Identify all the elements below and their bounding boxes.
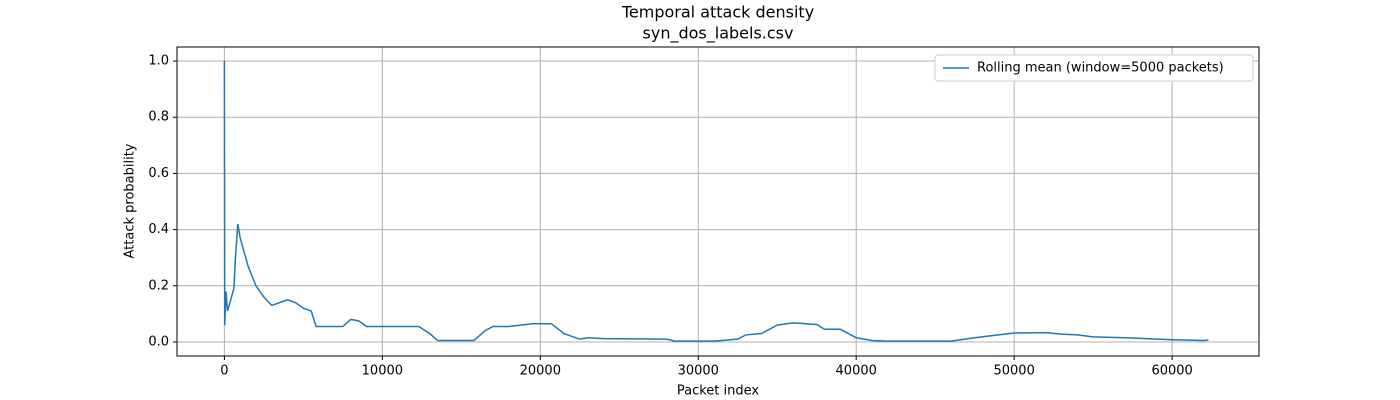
legend-label: Rolling mean (window=5000 packets): [977, 61, 1224, 76]
legend-box: [934, 54, 1254, 82]
plot-frame: [176, 46, 1260, 357]
y-tick-label: 0.8: [148, 110, 169, 125]
y-tick-label: 1.0: [148, 54, 169, 69]
y-tick-label: 0.4: [148, 222, 169, 237]
y-tick-label: 0.0: [148, 334, 169, 349]
y-tick-label: 0.2: [148, 278, 169, 293]
y-tick-label: 0.6: [148, 166, 169, 181]
x-tick-label: 60000: [1151, 364, 1192, 379]
chart-subtitle: syn_dos_labels.csv: [643, 24, 794, 44]
x-tick-label: 10000: [362, 364, 403, 379]
x-tick-label: 20000: [520, 364, 561, 379]
data-line: [223, 61, 1209, 342]
x-axis-label: Packet index: [677, 384, 760, 399]
y-axis-label: Attack probability: [123, 143, 138, 258]
x-tick-label: 30000: [678, 364, 719, 379]
chart-title: Temporal attack density: [621, 3, 814, 22]
x-tick-label: 40000: [836, 364, 877, 379]
x-tick-label: 50000: [993, 364, 1034, 379]
x-tick-label: 0: [220, 364, 228, 379]
